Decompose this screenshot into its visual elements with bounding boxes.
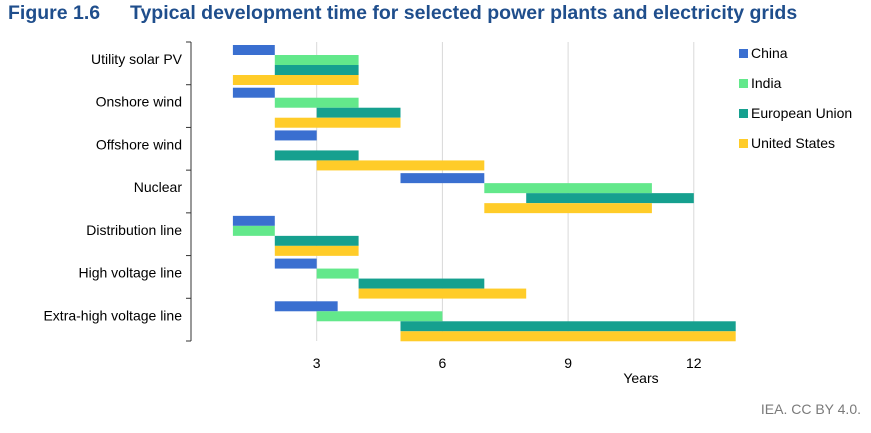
bar-extra-high-voltage-line-india (316, 311, 443, 322)
bar-extra-high-voltage-line-united-states (400, 331, 736, 342)
legend-swatch-european-union (739, 109, 748, 118)
legend-label-india: India (751, 75, 782, 91)
axes (186, 41, 192, 342)
bar-onshore-wind-china (232, 87, 275, 98)
legend-label-china: China (751, 45, 788, 61)
bar-nuclear-india (484, 183, 652, 194)
bar-utility-solar-pv-european-union (274, 65, 359, 75)
legend-swatch-india (739, 79, 748, 88)
x-tick-label-9: 9 (564, 355, 572, 371)
bar-utility-solar-pv-india (274, 55, 359, 65)
legend-label-united-states: United States (751, 135, 835, 151)
legend: China India European Union United States (739, 45, 852, 151)
credit-note: IEA. CC BY 4.0. (760, 401, 861, 417)
bar-nuclear-united-states (484, 203, 652, 214)
bar-utility-solar-pv-china (232, 45, 275, 55)
x-axis-title: Years (623, 370, 658, 386)
bar-offshore-wind-united-states (316, 160, 485, 171)
category-label-onshore-wind: Onshore wind (96, 94, 182, 110)
bar-onshore-wind-united-states (274, 117, 401, 128)
category-label-high-voltage-line: High voltage line (78, 265, 182, 281)
bar-high-voltage-line-united-states (358, 288, 527, 299)
bar-nuclear-china (400, 173, 485, 184)
figure-header: Figure 1.6 Typical development time for s… (8, 2, 797, 25)
axis-labels: 3 6 9 12 Years Utility solar PV Onshore wind Of… (43, 51, 701, 386)
category-label-offshore-wind: Offshore wind (96, 136, 182, 152)
bar-offshore-wind-european-union (274, 150, 359, 161)
x-tick-label-6: 6 (439, 355, 447, 371)
bar-nuclear-european-union (526, 193, 694, 204)
legend-swatch-china (739, 49, 748, 58)
bar-onshore-wind-european-union (316, 107, 401, 118)
category-label-distribution-line: Distribution line (86, 222, 182, 238)
category-label-nuclear: Nuclear (134, 179, 183, 195)
legend-label-european-union: European Union (751, 105, 852, 121)
bar-offshore-wind-china (274, 130, 317, 141)
bar-extra-high-voltage-line-china (274, 301, 338, 312)
bar-extra-high-voltage-line-european-union (400, 321, 736, 332)
figure-number: Figure 1.6 (8, 2, 101, 24)
category-label-utility-solar-pv: Utility solar PV (91, 51, 183, 67)
bar-utility-solar-pv-united-states (232, 75, 359, 85)
bar-onshore-wind-india (274, 97, 359, 108)
bars (232, 45, 736, 342)
bar-distribution-line-united-states (274, 245, 359, 256)
bar-distribution-line-european-union (274, 235, 359, 246)
bar-distribution-line-china (232, 215, 275, 226)
bar-high-voltage-line-european-union (358, 278, 485, 289)
x-tick-label-3: 3 (313, 355, 321, 371)
bar-high-voltage-line-china (274, 258, 317, 269)
bar-high-voltage-line-india (316, 268, 359, 279)
x-tick-label-12: 12 (686, 355, 702, 371)
bar-distribution-line-india (232, 225, 275, 236)
figure-title: Typical development time for selected po… (130, 2, 798, 24)
category-label-extra-high-voltage-line: Extra-high voltage line (43, 307, 182, 323)
legend-swatch-united-states (739, 139, 748, 148)
